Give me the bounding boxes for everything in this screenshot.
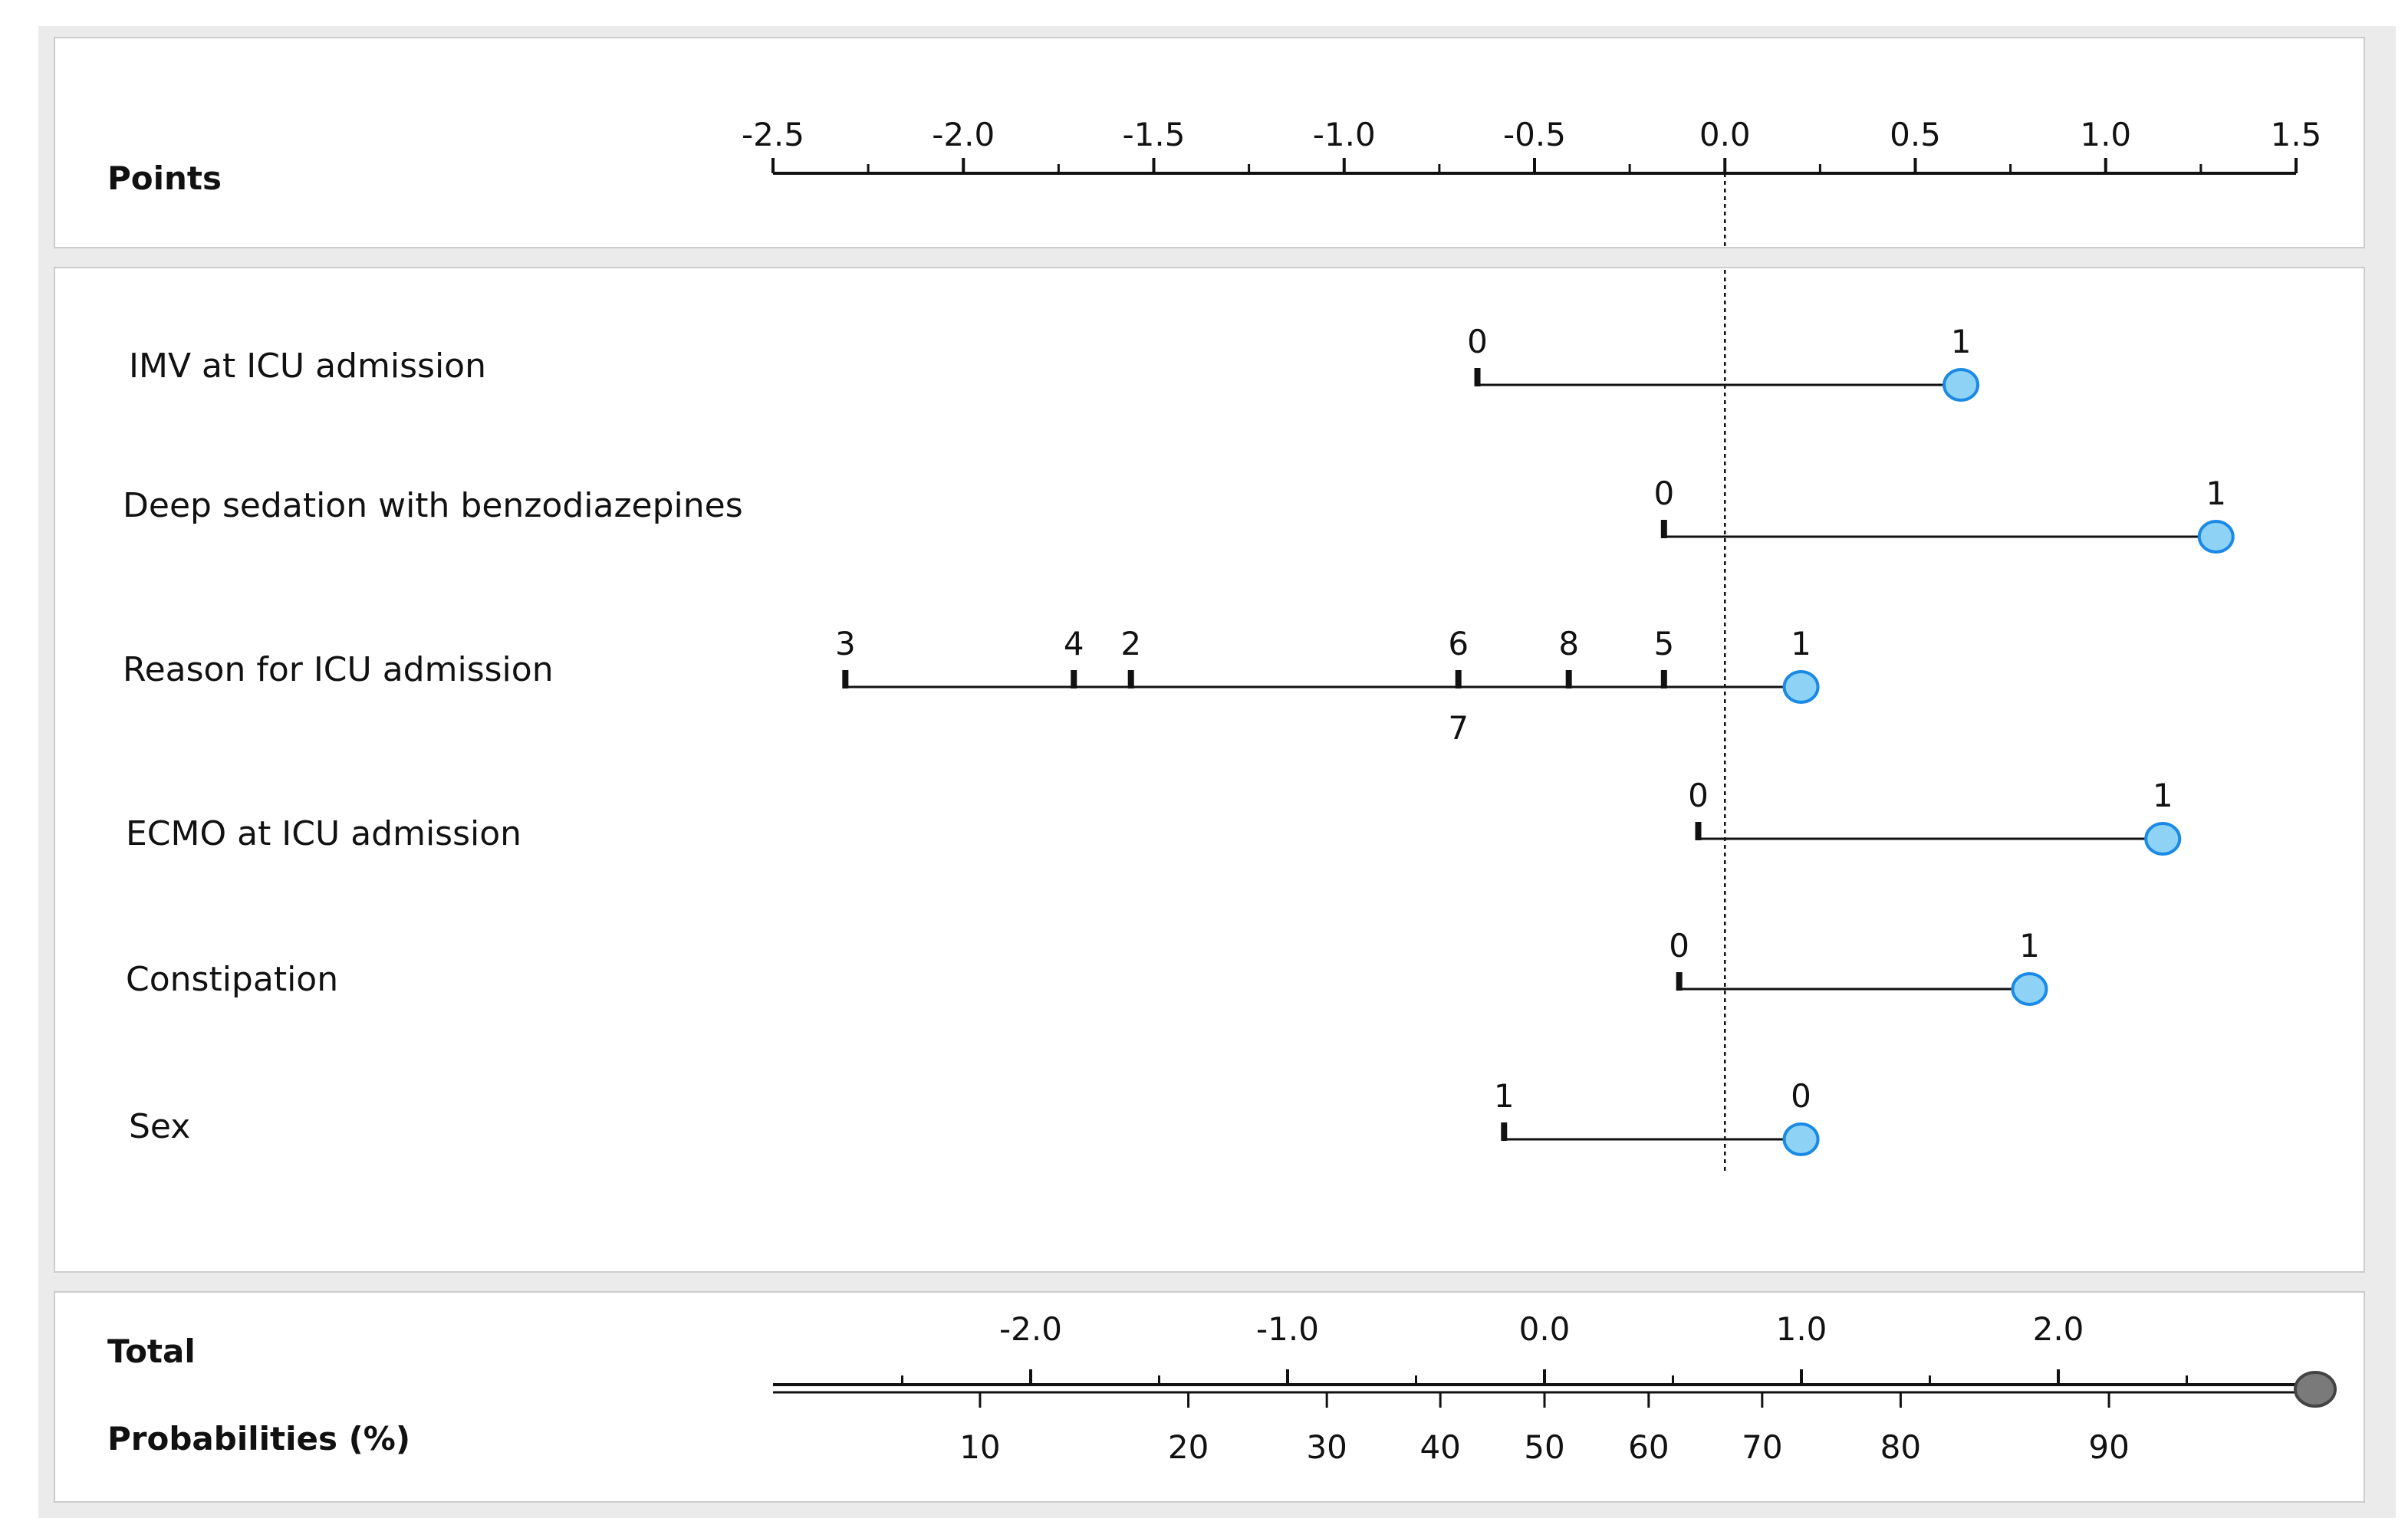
selected-value-label: 1 (2019, 927, 2040, 965)
total-axis-tick-label: -1.0 (1256, 1310, 1319, 1348)
selected-value-marker (1782, 670, 1820, 704)
points-axis-label: Points (107, 159, 222, 197)
variable-label-sex: Sex (129, 1107, 191, 1146)
probability-axis-label: Probabilities (%) (107, 1420, 411, 1457)
variable-tick-label: 7 (1448, 709, 1469, 747)
selected-value-label: 1 (2206, 475, 2226, 512)
selected-value-marker (1782, 1122, 1820, 1156)
selected-value-label: 1 (1951, 323, 1972, 360)
probability-axis-tick-label: 70 (1742, 1428, 1782, 1466)
points-axis-tick-label: 1.0 (2080, 116, 2131, 153)
selected-value-label: 1 (1791, 625, 1811, 662)
points-axis-tick-label: 0.0 (1699, 116, 1751, 153)
selected-value-marker (1943, 368, 1980, 402)
points-panel (54, 37, 2365, 248)
selected-value-marker (2197, 520, 2235, 554)
points-axis-tick-label: -2.5 (742, 116, 804, 153)
selected-value-marker (2011, 972, 2048, 1006)
variable-tick-label: 6 (1448, 625, 1469, 662)
variable-tick-label: 0 (1669, 927, 1689, 965)
probability-axis-tick-label: 60 (1628, 1428, 1669, 1466)
selected-value-label: 0 (1791, 1077, 1811, 1115)
variable-tick-label: 0 (1467, 323, 1488, 360)
total-axis-label: Total (107, 1333, 196, 1370)
total-axis-tick-label: 0.0 (1519, 1310, 1571, 1348)
selected-value-marker (2144, 822, 2182, 856)
total-panel (54, 1291, 2365, 1503)
variable-tick-label: 3 (835, 625, 856, 662)
variables-panel (54, 267, 2365, 1273)
selected-value-label: 1 (2153, 777, 2173, 814)
probability-axis-tick-label: 90 (2088, 1428, 2129, 1466)
variable-tick-label: 5 (1653, 625, 1674, 662)
points-axis-tick-label: -1.5 (1123, 116, 1186, 153)
probability-axis-tick-label: 80 (1880, 1428, 1921, 1466)
total-axis-tick-label: 1.0 (1776, 1310, 1827, 1348)
variable-tick-label: 1 (1494, 1077, 1515, 1115)
points-axis-tick-label: -0.5 (1503, 116, 1566, 153)
probability-axis-tick-label: 20 (1168, 1428, 1209, 1466)
probability-axis-tick-label: 30 (1306, 1428, 1347, 1466)
variable-tick-label: 2 (1120, 625, 1141, 662)
total-axis-tick-label: 2.0 (2033, 1310, 2084, 1348)
points-axis-tick-label: -1.0 (1313, 116, 1376, 153)
variable-label-ecmo: ECMO at ICU admission (126, 814, 522, 853)
probability-axis-tick-label: 10 (959, 1428, 1000, 1466)
variable-tick-label: 0 (1688, 777, 1709, 814)
variable-label-imv: IMV at ICU admission (129, 347, 486, 386)
variable-tick-label: 0 (1653, 475, 1674, 512)
variable-label-deep-sedation: Deep sedation with benzodiazepines (123, 486, 743, 525)
total-axis-tick-label: -2.0 (999, 1310, 1062, 1348)
total-score-marker (2294, 1371, 2337, 1408)
variable-tick-label: 4 (1064, 625, 1084, 662)
variable-label-reason-icu: Reason for ICU admission (123, 650, 554, 689)
variable-label-constipation: Constipation (126, 960, 339, 999)
points-axis-tick-label: -2.0 (932, 116, 995, 153)
probability-axis-tick-label: 40 (1419, 1428, 1460, 1466)
points-axis-tick-label: 1.5 (2271, 116, 2322, 153)
probability-axis-tick-label: 50 (1524, 1428, 1564, 1466)
points-axis-tick-label: 0.5 (1890, 116, 1941, 153)
variable-tick-label: 8 (1558, 625, 1579, 662)
